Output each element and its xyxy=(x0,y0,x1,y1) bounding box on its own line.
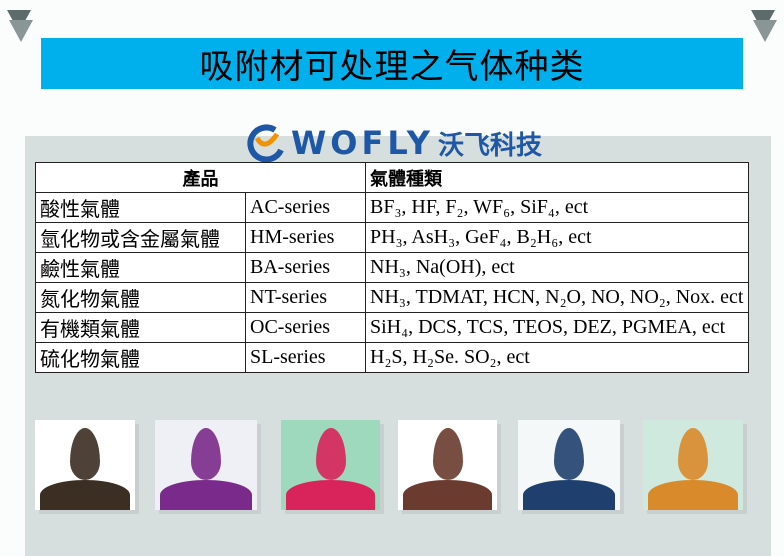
series-cell: OC-series xyxy=(245,312,366,343)
table-row: 有機類氣體 OC-series SiH₄, DCS, TCS, TEOS, DEZ,… xyxy=(35,312,749,343)
triangle-decoration-icon xyxy=(9,20,33,42)
header-product: 產品 xyxy=(35,162,366,193)
product-name-cell: 鹼性氣體 xyxy=(35,252,246,283)
logo-chinese-text: 沃飞科技 xyxy=(437,130,542,161)
wofly-logo: WOFLY 沃飞科技 xyxy=(245,122,542,164)
series-cell: AC-series xyxy=(245,192,366,223)
logo-text: WOFLY xyxy=(291,124,434,162)
product-name-cell: 氫化物或含金屬氣體 xyxy=(35,222,246,253)
gases-cell: PH₃, AsH₃, GeF₄, B₂H₆, ect xyxy=(365,222,749,253)
adsorbent-product-photo xyxy=(398,420,497,510)
product-name-cell: 有機類氣體 xyxy=(35,312,246,343)
table-row: 鹼性氣體 BA-series NH₃, Na(OH), ect xyxy=(35,252,749,283)
product-name-cell: 氮化物氣體 xyxy=(35,282,246,313)
adsorbent-product-photo xyxy=(518,420,620,510)
table-row: 氫化物或含金屬氣體 HM-series PH₃, AsH₃, GeF₄, B₂H₆,… xyxy=(35,222,749,253)
product-name-cell: 酸性氣體 xyxy=(35,192,246,223)
table-header-row: 產品 氣體種類 xyxy=(35,162,749,193)
table-row: 氮化物氣體 NT-series NH₃, TDMAT, HCN, N₂O, NO, … xyxy=(35,282,749,313)
header-gas-types: 氣體種類 xyxy=(365,162,749,193)
series-cell: BA-series xyxy=(245,252,366,283)
gases-cell: SiH₄, DCS, TCS, TEOS, DEZ, PGMEA, ect xyxy=(365,312,749,343)
logo-swoosh-icon xyxy=(247,124,284,163)
adsorbent-product-photo xyxy=(643,420,743,510)
product-name-cell: 硫化物氣體 xyxy=(35,342,246,373)
adsorbent-product-photo xyxy=(155,420,257,510)
series-cell: HM-series xyxy=(245,222,366,253)
gases-cell: BF₃, HF, F₂, WF₆, SiF₄, ect xyxy=(365,192,749,223)
series-cell: SL-series xyxy=(245,342,366,373)
table-row: 酸性氣體 AC-series BF₃, HF, F₂, WF₆, SiF₄, ect xyxy=(35,192,749,223)
adsorbent-product-photo xyxy=(35,420,135,510)
triangle-decoration-icon xyxy=(753,20,777,42)
gases-cell: H₂S, H₂Se. SO₂, ect xyxy=(365,342,749,373)
gases-cell: NH₃, TDMAT, HCN, N₂O, NO, NO₂, Nox. ect xyxy=(365,282,749,313)
table-row: 硫化物氣體 SL-series H₂S, H₂Se. SO₂, ect xyxy=(35,342,749,373)
page-title: 吸附材可处理之气体种类 xyxy=(41,38,743,89)
gas-type-table: 產品 氣體種類 酸性氣體 AC-series BF₃, HF, F₂, WF₆, S… xyxy=(35,162,749,373)
gases-cell: NH₃, Na(OH), ect xyxy=(365,252,749,283)
adsorbent-product-photo xyxy=(281,420,380,510)
series-cell: NT-series xyxy=(245,282,366,313)
